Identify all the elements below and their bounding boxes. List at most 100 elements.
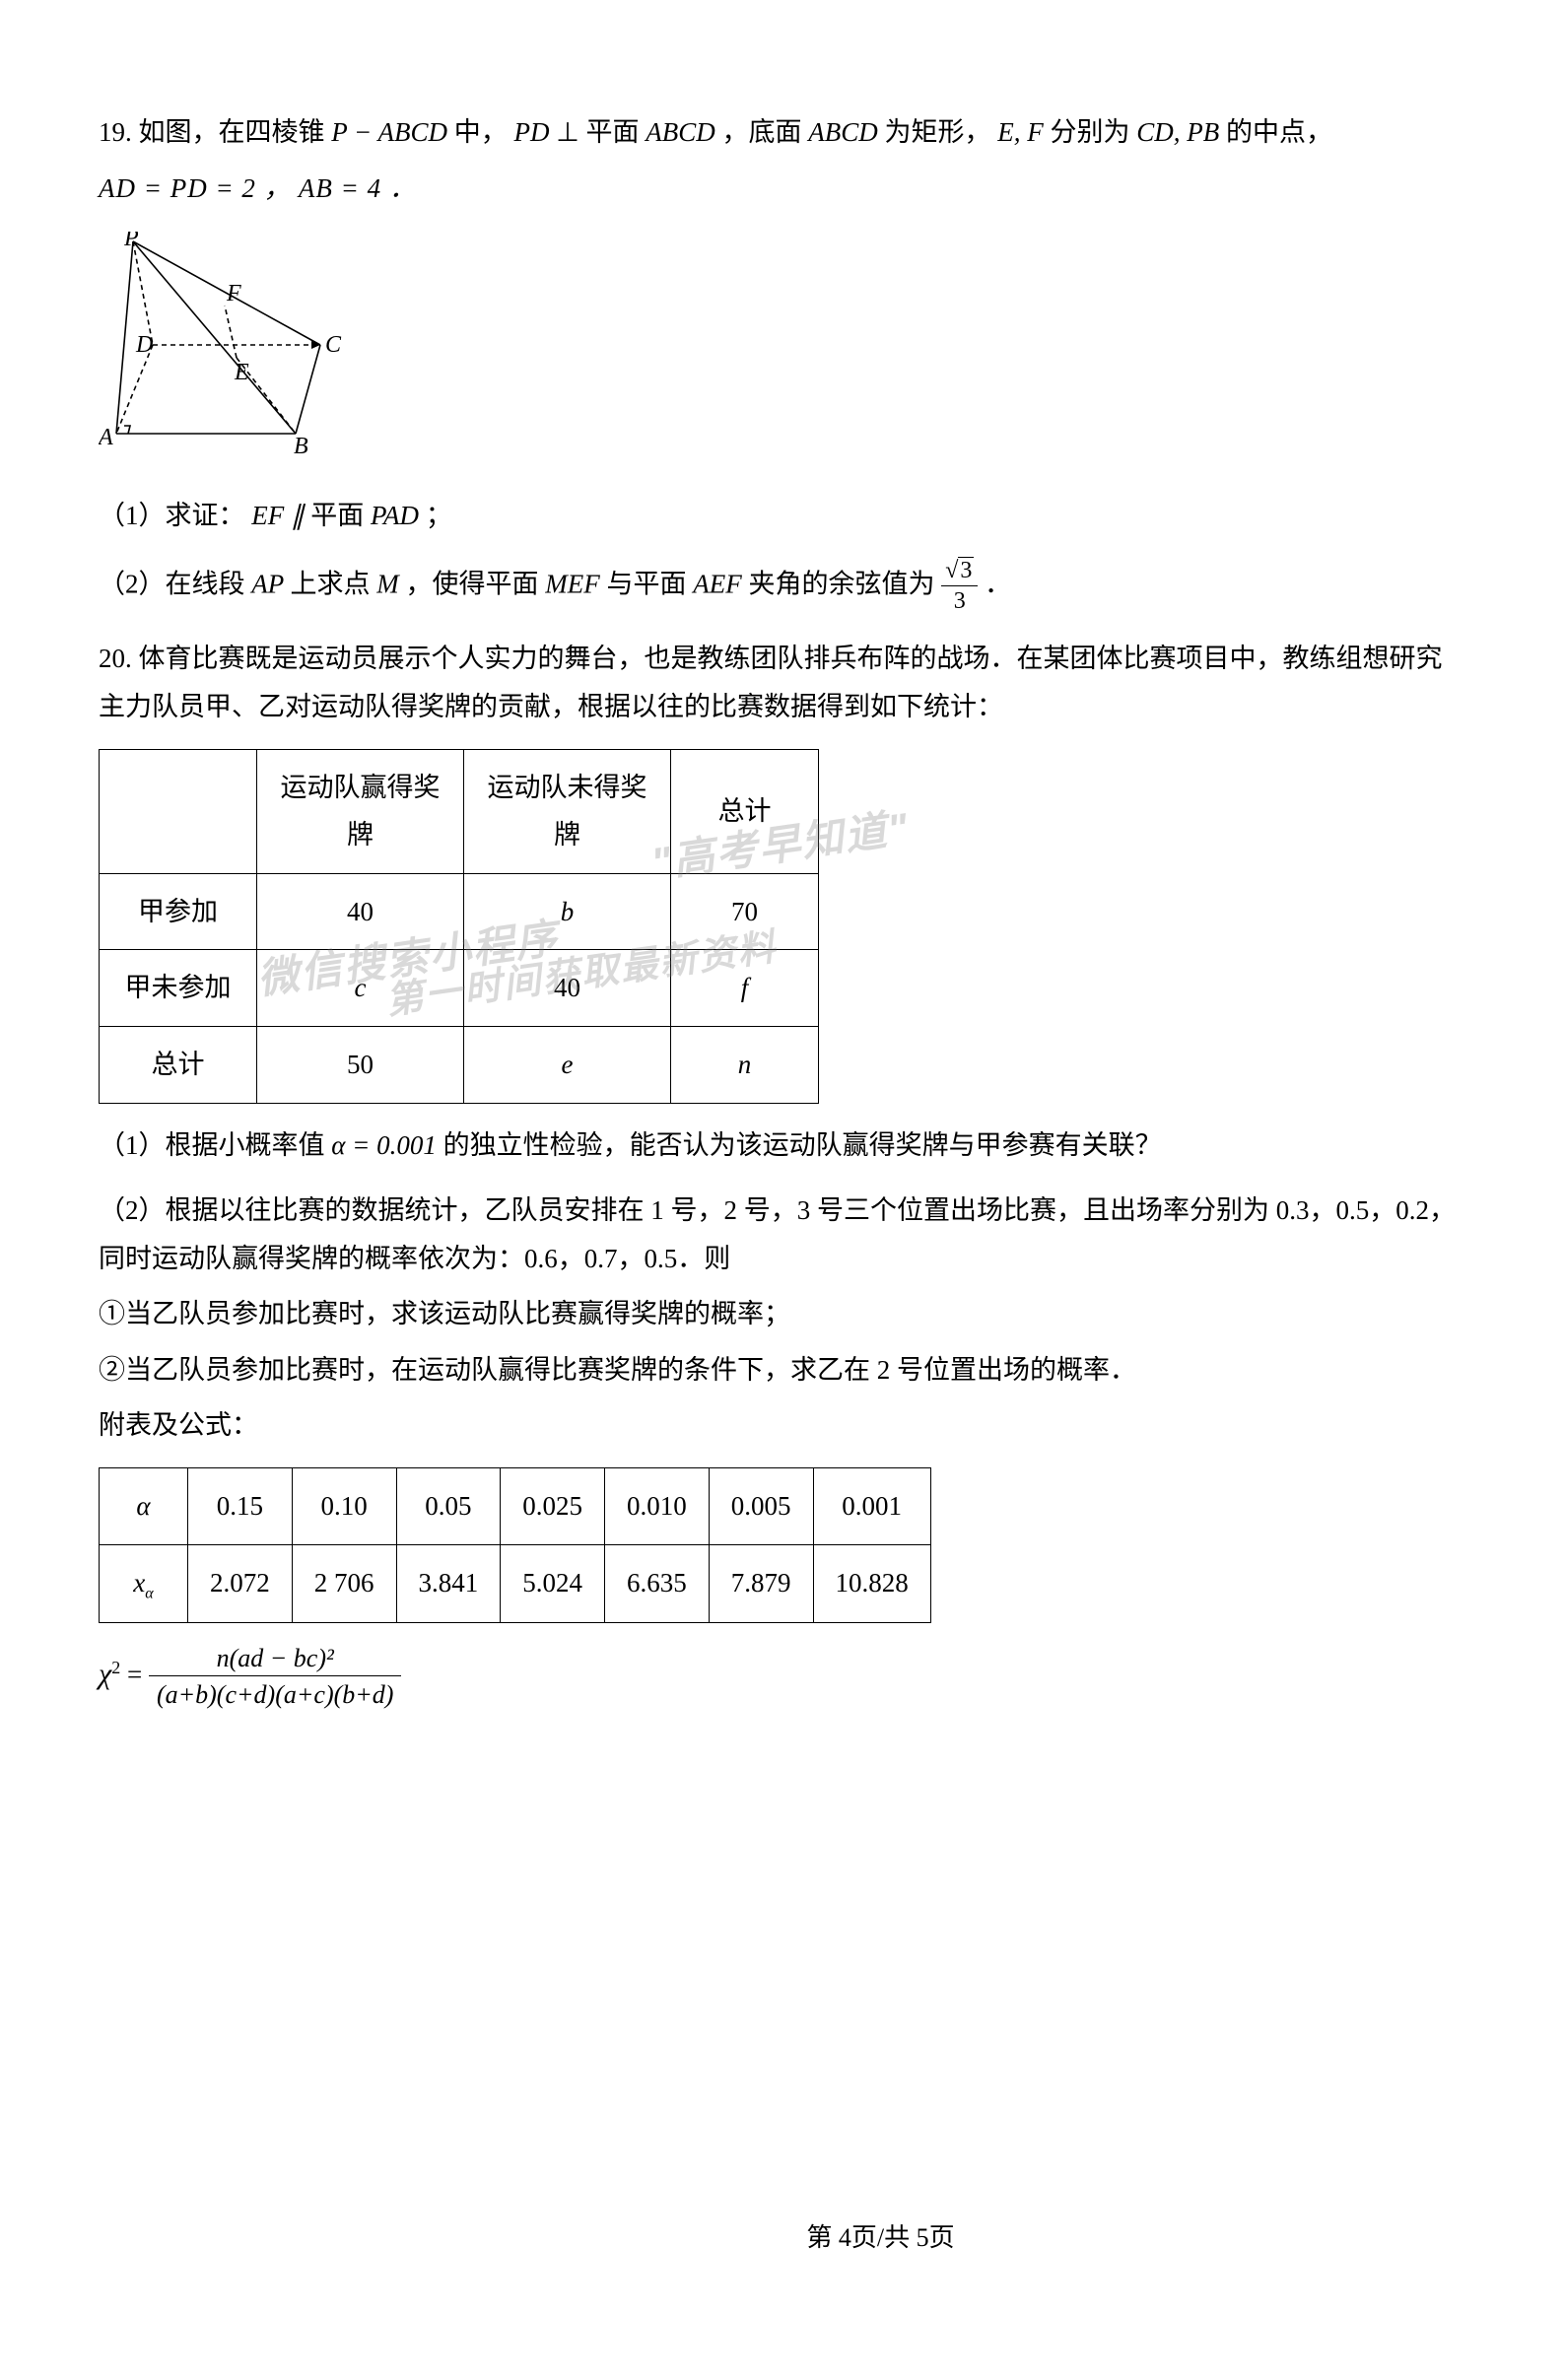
svg-text:A: A bbox=[99, 425, 113, 450]
q19-sub1-pad: PAD bbox=[371, 501, 419, 530]
table-cell: 3.841 bbox=[396, 1544, 501, 1622]
perp-symbol: ⊥ bbox=[556, 117, 579, 147]
chi-sup: 2 bbox=[111, 1658, 120, 1677]
q19-cdpb: CD, PB bbox=[1136, 117, 1219, 147]
table-cell: 7.879 bbox=[709, 1544, 813, 1622]
table-cell: 0.005 bbox=[709, 1468, 813, 1545]
table-cell: 0.10 bbox=[292, 1468, 396, 1545]
q19-text-3: ，底面 bbox=[722, 117, 802, 147]
table-cell bbox=[100, 749, 257, 873]
q19-sub1-prefix: （1）求证： bbox=[99, 501, 245, 530]
table-row: xα 2.072 2 706 3.841 5.024 6.635 7.879 1… bbox=[100, 1544, 931, 1622]
table-row: α 0.15 0.10 0.05 0.025 0.010 0.005 0.001 bbox=[100, 1468, 931, 1545]
svg-text:B: B bbox=[294, 434, 308, 458]
q20-table1-wrap: 运动队赢得奖牌 运动队未得奖牌 总计 甲参加 40 b 70 甲未参加 c 40… bbox=[99, 749, 1465, 1104]
q19-intro: 19. 如图，在四棱锥 P − ABCD 中， PD ⊥ 平面 ABCD ，底面… bbox=[99, 108, 1465, 157]
q19-sub2: （2）在线段 AP 上求点 M ，使得平面 MEF 与平面 AEF 夹角的余弦值… bbox=[99, 557, 1465, 617]
q19-sub2-period: ． bbox=[985, 570, 1011, 599]
q19-text-1: 如图，在四棱锥 bbox=[139, 117, 325, 147]
pyramid-diagram: P F D C E A B bbox=[99, 232, 355, 458]
chi-fraction: n(ad − bc)² (a+b)(c+d)(a+c)(b+d) bbox=[149, 1641, 402, 1714]
q19-sub2-mid1: 上求点 bbox=[291, 570, 371, 599]
table-cell: 70 bbox=[671, 873, 819, 950]
page-footer: 第 4页/共 5页 bbox=[99, 2215, 1564, 2262]
q19-sub1-semicolon: ； bbox=[426, 501, 452, 530]
table-row: 甲未参加 c 40 f bbox=[100, 950, 819, 1027]
svg-text:D: D bbox=[135, 332, 153, 358]
q20-para1: 20. 体育比赛既是运动员展示个人实力的舞台，也是教练团队排兵布阵的战场．在某团… bbox=[99, 635, 1465, 730]
table-cell: 40 bbox=[257, 873, 464, 950]
q20-sub2a: ①当乙队员参加比赛时，求该运动队比赛赢得奖牌的概率； bbox=[99, 1290, 1465, 1338]
parallel-symbol: ∥ bbox=[291, 501, 310, 530]
q20-sub1-alpha: α = 0.001 bbox=[331, 1130, 437, 1160]
table-cell: xα bbox=[100, 1544, 188, 1622]
q20-sub1-rest: 的独立性检验，能否认为该运动队赢得奖牌与甲参赛有关联？ bbox=[443, 1130, 1162, 1160]
fraction-sqrt3-over-3: 3 3 bbox=[941, 557, 978, 617]
q20-sub2: （2）根据以往比赛的数据统计，乙队员安排在 1 号，2 号，3 号三个位置出场比… bbox=[99, 1187, 1465, 1282]
q19-sub1-ef: EF bbox=[251, 501, 284, 530]
table-cell: 40 bbox=[464, 950, 671, 1027]
table-cell: 总计 bbox=[671, 749, 819, 873]
chi-symbol: χ bbox=[99, 1658, 111, 1690]
q19-abcd: ABCD bbox=[646, 117, 715, 147]
svg-text:E: E bbox=[234, 360, 249, 385]
svg-text:P: P bbox=[123, 232, 139, 251]
table-cell: 甲参加 bbox=[100, 873, 257, 950]
q20-sub1: （1）根据小概率值 α = 0.001 的独立性检验，能否认为该运动队赢得奖牌与… bbox=[99, 1122, 1465, 1170]
q20-sub1-prefix: （1）根据小概率值 bbox=[99, 1130, 325, 1160]
table-cell: 运动队未得奖牌 bbox=[464, 749, 671, 873]
table-cell: e bbox=[464, 1026, 671, 1103]
eq-sign: = bbox=[127, 1660, 149, 1689]
q19-text-6: 的中点， bbox=[1226, 117, 1332, 147]
q19-pd: PD bbox=[513, 117, 549, 147]
q19-sub2-mid4: 夹角的余弦值为 bbox=[748, 570, 934, 599]
q20-attach-label: 附表及公式： bbox=[99, 1401, 1465, 1450]
table-cell: 10.828 bbox=[813, 1544, 930, 1622]
q19-figure: P F D C E A B bbox=[99, 232, 1465, 474]
q19-sub2-aef: AEF bbox=[693, 570, 748, 599]
q19-sub1: （1）求证： EF ∥ 平面 PAD ； bbox=[99, 492, 1465, 540]
table-cell: 总计 bbox=[100, 1026, 257, 1103]
q19-ef: E, F bbox=[997, 117, 1044, 147]
table-row: 总计 50 e n bbox=[100, 1026, 819, 1103]
table-cell: 0.010 bbox=[605, 1468, 710, 1545]
q19-pyramid: P − ABCD bbox=[331, 117, 447, 147]
table-cell: c bbox=[257, 950, 464, 1027]
table-cell: f bbox=[671, 950, 819, 1027]
q19-sub2-mid3: 与平面 bbox=[606, 570, 686, 599]
q19-sub2-m: M bbox=[376, 570, 405, 599]
table-cell: 6.635 bbox=[605, 1544, 710, 1622]
q19-number: 19. bbox=[99, 117, 132, 147]
q19-sub2-mid2: ，使得平面 bbox=[406, 570, 539, 599]
q19-plane-word: 平面 bbox=[586, 117, 640, 147]
q19-abcd2: ABCD bbox=[808, 117, 878, 147]
table-cell: 甲未参加 bbox=[100, 950, 257, 1027]
table-cell: 5.024 bbox=[501, 1544, 605, 1622]
q20-sub2b: ②当乙队员参加比赛时，在运动队赢得比赛奖牌的条件下，求乙在 2 号位置出场的概率… bbox=[99, 1346, 1465, 1394]
q19-sub1-plane: 平面 bbox=[310, 501, 364, 530]
table-row: 甲参加 40 b 70 bbox=[100, 873, 819, 950]
chi-num: n(ad − bc)² bbox=[149, 1641, 402, 1676]
q20-number: 20. bbox=[99, 644, 132, 673]
table-cell: b bbox=[464, 873, 671, 950]
q19-sub2-prefix: （2）在线段 bbox=[99, 570, 245, 599]
q19-text-4: 为矩形， bbox=[885, 117, 991, 147]
table-cell: 运动队赢得奖牌 bbox=[257, 749, 464, 873]
q19-sub2-mef: MEF bbox=[545, 570, 606, 599]
q19-eq: AD = PD = 2 ， AB = 4 ． bbox=[99, 173, 417, 203]
table-cell: 0.001 bbox=[813, 1468, 930, 1545]
table-cell: α bbox=[100, 1468, 188, 1545]
q19-text-5: 分别为 bbox=[1051, 117, 1130, 147]
table-cell: 0.05 bbox=[396, 1468, 501, 1545]
q20-table2: α 0.15 0.10 0.05 0.025 0.010 0.005 0.001… bbox=[99, 1467, 931, 1623]
chi-den: (a+b)(c+d)(a+c)(b+d) bbox=[149, 1676, 402, 1714]
table-cell: 2.072 bbox=[188, 1544, 293, 1622]
table-cell: 0.15 bbox=[188, 1468, 293, 1545]
q20-table1: 运动队赢得奖牌 运动队未得奖牌 总计 甲参加 40 b 70 甲未参加 c 40… bbox=[99, 749, 819, 1104]
chi-square-formula: χ2 = n(ad − bc)² (a+b)(c+d)(a+c)(b+d) bbox=[99, 1641, 1465, 1714]
table-cell: 2 706 bbox=[292, 1544, 396, 1622]
q19-equation-line: AD = PD = 2 ， AB = 4 ． bbox=[99, 165, 1465, 213]
table-cell: 0.025 bbox=[501, 1468, 605, 1545]
table-cell: 50 bbox=[257, 1026, 464, 1103]
table-cell: n bbox=[671, 1026, 819, 1103]
